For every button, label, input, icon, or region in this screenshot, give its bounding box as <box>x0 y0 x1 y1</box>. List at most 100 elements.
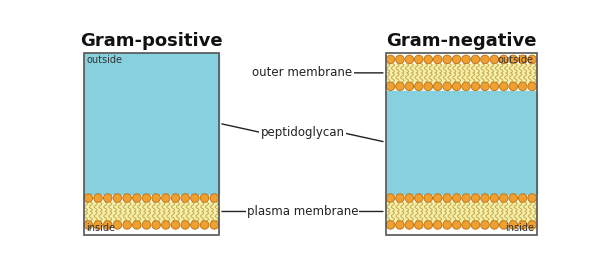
Circle shape <box>113 221 122 229</box>
Circle shape <box>443 55 451 64</box>
Circle shape <box>519 55 527 64</box>
Circle shape <box>424 55 433 64</box>
Circle shape <box>123 194 132 202</box>
Circle shape <box>405 82 414 91</box>
Circle shape <box>490 82 499 91</box>
Circle shape <box>481 194 489 202</box>
Circle shape <box>424 82 433 91</box>
Text: outer membrane: outer membrane <box>252 66 353 79</box>
Circle shape <box>433 221 442 229</box>
Text: Gram-positive: Gram-positive <box>80 32 222 50</box>
Circle shape <box>443 82 451 91</box>
Circle shape <box>499 221 508 229</box>
Bar <box>386 53 537 55</box>
Circle shape <box>104 194 112 202</box>
Circle shape <box>142 194 151 202</box>
Circle shape <box>528 82 536 91</box>
Circle shape <box>519 194 527 202</box>
Circle shape <box>481 82 489 91</box>
Circle shape <box>452 194 461 202</box>
Circle shape <box>433 194 442 202</box>
Circle shape <box>424 194 433 202</box>
Circle shape <box>433 55 442 64</box>
Circle shape <box>490 194 499 202</box>
Bar <box>386 229 537 235</box>
Circle shape <box>528 221 536 229</box>
Circle shape <box>162 194 170 202</box>
Circle shape <box>152 221 161 229</box>
Text: inside: inside <box>505 223 534 233</box>
Circle shape <box>509 82 518 91</box>
Circle shape <box>452 221 461 229</box>
Circle shape <box>509 55 518 64</box>
Circle shape <box>528 194 536 202</box>
Circle shape <box>462 194 470 202</box>
Bar <box>84 53 219 194</box>
Circle shape <box>104 221 112 229</box>
Circle shape <box>490 55 499 64</box>
Text: Gram-negative: Gram-negative <box>386 32 536 50</box>
Circle shape <box>152 194 161 202</box>
Circle shape <box>386 194 395 202</box>
Bar <box>386 53 537 235</box>
Circle shape <box>142 221 151 229</box>
Circle shape <box>462 55 470 64</box>
Circle shape <box>481 55 489 64</box>
Text: outside: outside <box>87 55 122 65</box>
Circle shape <box>191 194 199 202</box>
Circle shape <box>94 221 102 229</box>
Circle shape <box>471 55 480 64</box>
Circle shape <box>386 82 395 91</box>
Circle shape <box>499 55 508 64</box>
Bar <box>84 229 219 235</box>
Circle shape <box>123 221 132 229</box>
Circle shape <box>210 221 219 229</box>
Circle shape <box>415 55 423 64</box>
Circle shape <box>424 221 433 229</box>
Circle shape <box>481 221 489 229</box>
Circle shape <box>471 194 480 202</box>
Circle shape <box>509 221 518 229</box>
Bar <box>84 202 219 221</box>
Circle shape <box>490 221 499 229</box>
Circle shape <box>133 221 141 229</box>
Circle shape <box>471 82 480 91</box>
Circle shape <box>84 194 93 202</box>
Circle shape <box>396 82 404 91</box>
Bar <box>386 64 537 82</box>
Circle shape <box>405 194 414 202</box>
Text: outside: outside <box>498 55 534 65</box>
Circle shape <box>519 82 527 91</box>
Circle shape <box>133 194 141 202</box>
Circle shape <box>415 82 423 91</box>
Bar <box>386 202 537 221</box>
Circle shape <box>405 55 414 64</box>
Circle shape <box>528 55 536 64</box>
Circle shape <box>171 194 180 202</box>
Circle shape <box>499 82 508 91</box>
Text: peptidoglycan: peptidoglycan <box>261 126 344 139</box>
Circle shape <box>452 82 461 91</box>
Circle shape <box>471 221 480 229</box>
Text: plasma membrane: plasma membrane <box>247 205 358 218</box>
Circle shape <box>201 194 209 202</box>
Circle shape <box>210 194 219 202</box>
Circle shape <box>433 82 442 91</box>
Circle shape <box>499 194 508 202</box>
Text: inside: inside <box>87 223 116 233</box>
Circle shape <box>84 221 93 229</box>
Circle shape <box>396 194 404 202</box>
Circle shape <box>509 194 518 202</box>
Circle shape <box>201 221 209 229</box>
Circle shape <box>443 221 451 229</box>
Circle shape <box>415 194 423 202</box>
Circle shape <box>519 221 527 229</box>
Bar <box>386 91 537 194</box>
Circle shape <box>396 221 404 229</box>
Circle shape <box>415 221 423 229</box>
Circle shape <box>462 221 470 229</box>
Bar <box>84 53 219 235</box>
Circle shape <box>462 82 470 91</box>
Circle shape <box>162 221 170 229</box>
Circle shape <box>94 194 102 202</box>
